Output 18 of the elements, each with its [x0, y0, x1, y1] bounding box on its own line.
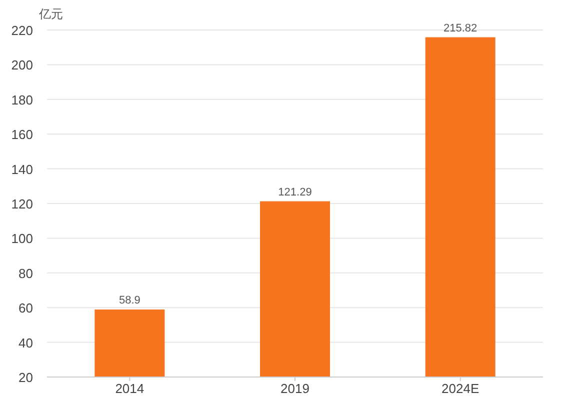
- y-tick-label: 60: [18, 300, 33, 316]
- data-label: 121.29: [278, 186, 312, 198]
- x-tick-label: 2019: [280, 381, 310, 396]
- y-tick-label: 220: [11, 23, 33, 38]
- y-tick-label: 120: [11, 196, 33, 212]
- y-tick-label: 40: [18, 335, 33, 350]
- data-label: 215.82: [444, 22, 478, 34]
- data-label: 58.9: [118, 294, 140, 307]
- y-tick-label: 160: [11, 127, 33, 142]
- y-tick-label: 20: [18, 370, 33, 385]
- y-tick-label: 180: [11, 92, 33, 108]
- y-tick-label: 100: [11, 231, 33, 246]
- y-axis-title: 亿元: [38, 7, 63, 21]
- y-tick-label: 200: [11, 58, 33, 73]
- y-tick-label: 140: [11, 162, 33, 177]
- x-tick-label: 2014: [115, 381, 144, 396]
- x-tick-label: 2024E: [442, 381, 480, 396]
- y-tick-label: 80: [18, 266, 33, 281]
